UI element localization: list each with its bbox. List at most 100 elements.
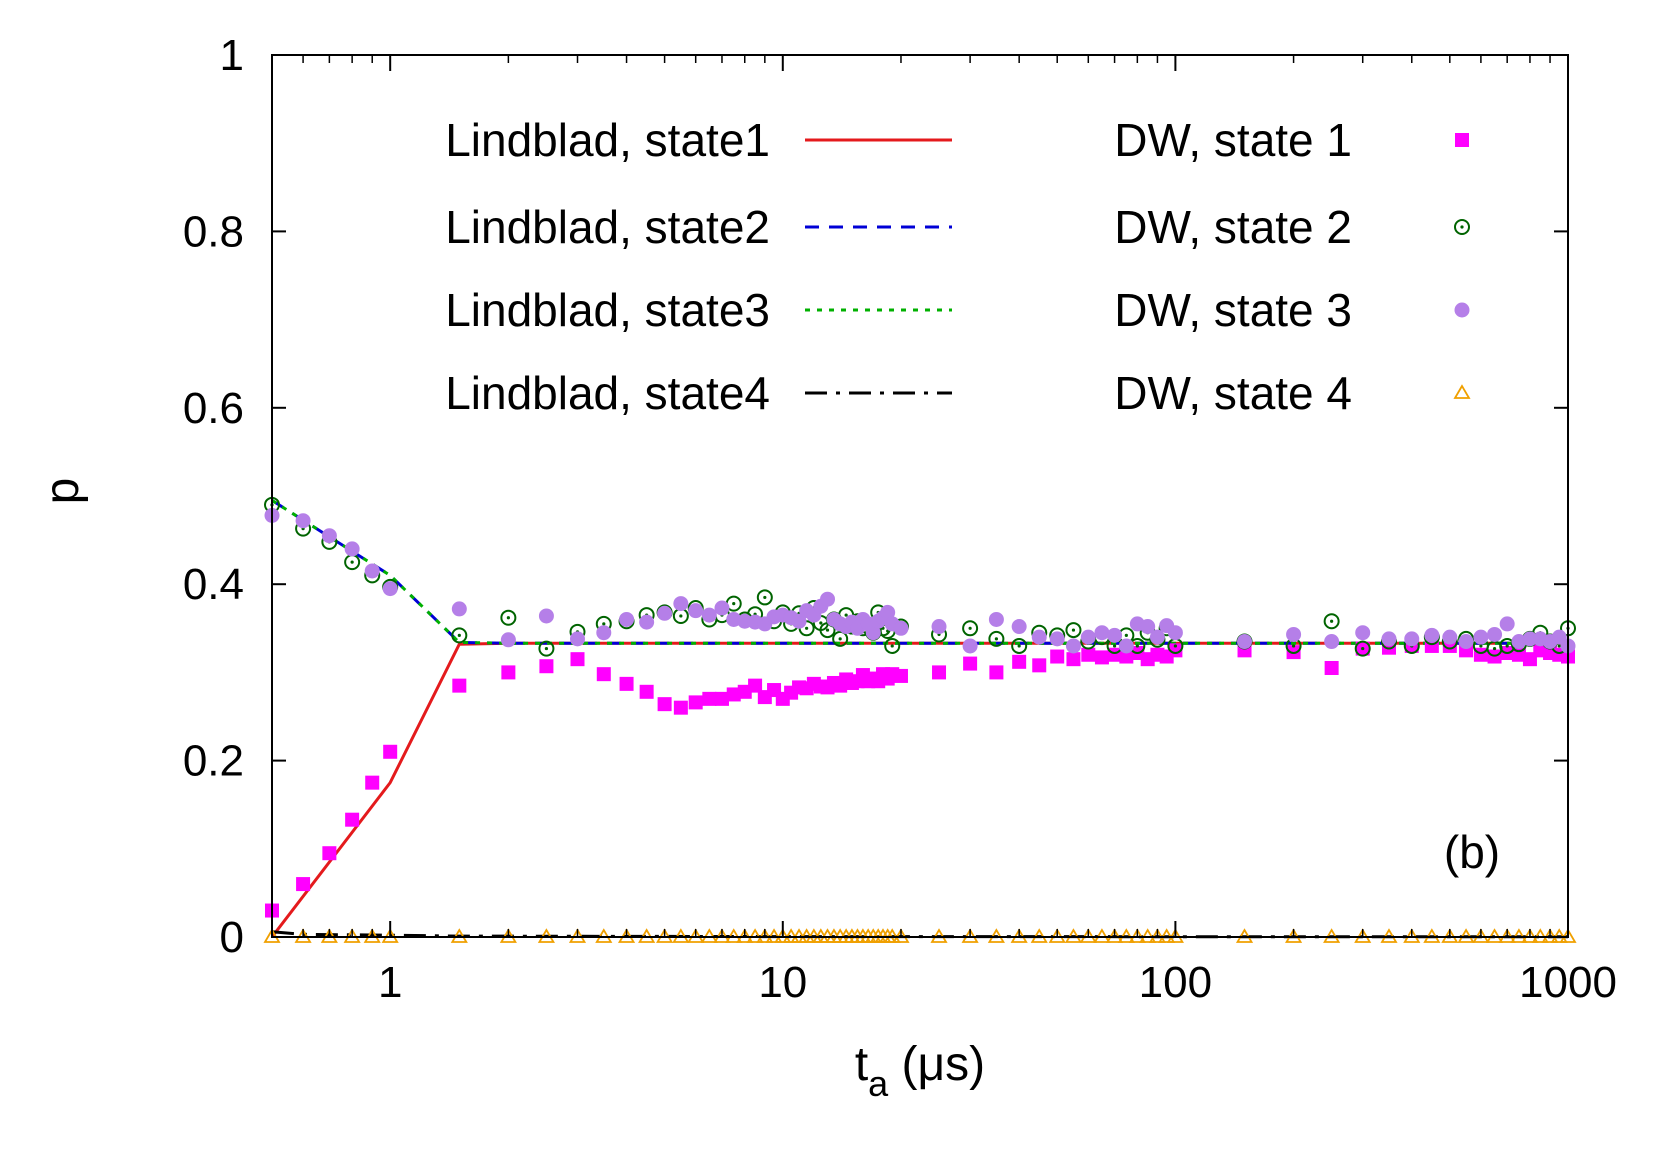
- data-point: [1424, 627, 1440, 643]
- data-point: [345, 812, 360, 827]
- data-point: [962, 620, 979, 637]
- data-point: [1324, 634, 1340, 650]
- y-axis-label: p: [36, 478, 89, 505]
- line-series-2: [272, 499, 1568, 645]
- data-point: [1011, 619, 1027, 635]
- data-point: [596, 667, 611, 682]
- data-point: [1473, 629, 1489, 645]
- data-point: [1487, 626, 1503, 642]
- plot-frame: [271, 54, 1569, 938]
- data-point: [1442, 629, 1458, 645]
- data-point: [714, 600, 730, 616]
- data-point: [1032, 658, 1047, 673]
- data-point: [501, 665, 516, 680]
- data-point: [500, 632, 516, 648]
- data-point: [570, 652, 585, 667]
- data-point: [1066, 652, 1081, 667]
- data-point: [364, 563, 380, 579]
- x-axis-label-main: t: [855, 1038, 868, 1091]
- data-point: [726, 687, 741, 702]
- data-point: [884, 637, 901, 654]
- y-tick-label: 0: [220, 913, 244, 962]
- data-point: [1065, 638, 1081, 654]
- data-point: [832, 630, 849, 647]
- data-point: [657, 605, 673, 621]
- data-point: [619, 676, 634, 691]
- marker-series-3: [264, 507, 1576, 654]
- data-point: [1119, 649, 1134, 664]
- y-tick-label: 0.8: [183, 207, 244, 256]
- data-point: [1381, 631, 1397, 647]
- data-point: [1031, 629, 1047, 645]
- data-point: [748, 678, 763, 693]
- data-point: [596, 625, 612, 641]
- data-point: [365, 775, 380, 790]
- data-point: [688, 603, 704, 619]
- legend-label: DW, state 3: [1114, 284, 1352, 336]
- data-point: [1167, 625, 1183, 641]
- data-point: [893, 620, 909, 636]
- data-point: [865, 625, 881, 641]
- data-point: [688, 695, 703, 710]
- data-point: [756, 589, 773, 606]
- data-point: [673, 700, 688, 715]
- data-point: [382, 581, 398, 597]
- data-point: [989, 665, 1004, 680]
- data-point: [1140, 619, 1156, 635]
- x-tick-label: 1000: [1519, 958, 1617, 1007]
- y-tick-label: 0.6: [183, 384, 244, 433]
- data-point: [1080, 629, 1096, 645]
- data-point: [639, 684, 654, 699]
- legend-label: DW, state 1: [1114, 114, 1352, 166]
- panel-label: (b): [1444, 826, 1500, 878]
- data-point: [702, 691, 717, 706]
- x-tick-label: 10: [758, 958, 807, 1007]
- tick-layer: 0 0.2 0.4 0.6 0.8 1 1 10 100 1000: [183, 31, 1617, 1007]
- x-axis-label: ta (μs): [855, 1038, 985, 1104]
- data-point: [1355, 625, 1371, 641]
- data-point: [988, 630, 1005, 647]
- data-point: [1499, 616, 1515, 632]
- data-point: [673, 596, 689, 612]
- data-point: [1094, 625, 1110, 641]
- data-point: [988, 611, 1004, 627]
- data-point: [451, 601, 467, 617]
- data-point: [500, 609, 517, 626]
- data-point: [1081, 647, 1096, 662]
- data-point: [893, 668, 908, 683]
- y-tick-label: 0.4: [183, 560, 244, 609]
- data-point: [931, 619, 947, 635]
- data-point: [321, 528, 337, 544]
- marker-layer: [263, 496, 1577, 943]
- data-point: [296, 877, 311, 892]
- legend-label: Lindblad, state4: [445, 367, 770, 419]
- data-point: [344, 541, 360, 557]
- x-axis-label-subscript: a: [868, 1063, 889, 1104]
- data-point: [657, 697, 672, 712]
- data-point: [1094, 650, 1109, 665]
- x-tick-label: 1: [378, 958, 402, 1007]
- data-point: [1522, 631, 1538, 647]
- legend-marker-sample: [1453, 384, 1471, 399]
- x-tick-label: 100: [1139, 958, 1212, 1007]
- legend-marker-sample: [1454, 219, 1470, 235]
- data-point: [820, 591, 836, 607]
- data-point: [962, 638, 978, 654]
- legend-label: DW, state 4: [1114, 367, 1352, 419]
- data-point: [1011, 637, 1028, 654]
- data-point: [1404, 631, 1420, 647]
- data-point: [383, 744, 398, 759]
- data-point: [1323, 613, 1340, 630]
- data-point: [619, 611, 635, 627]
- marker-series-1: [265, 638, 1575, 918]
- legend-label: Lindblad, state3: [445, 284, 770, 336]
- y-tick-label: 1: [220, 31, 244, 80]
- data-point: [570, 631, 586, 647]
- legend-marker-sample: [1454, 302, 1470, 318]
- legend-label: Lindblad, state2: [445, 201, 770, 253]
- legend-label: DW, state 2: [1114, 201, 1352, 253]
- legend-label: Lindblad, state1: [445, 114, 770, 166]
- data-point: [1118, 638, 1134, 654]
- data-point: [1286, 626, 1302, 642]
